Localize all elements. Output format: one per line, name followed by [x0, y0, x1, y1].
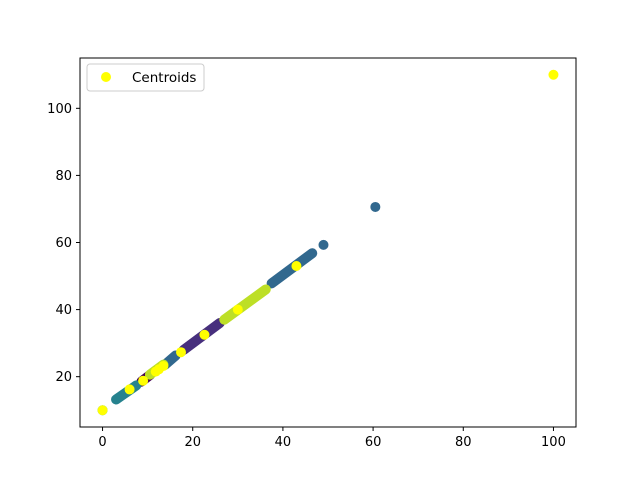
x-tick-label: 60 [365, 435, 382, 450]
centroid-point-7 [199, 329, 210, 340]
legend-marker-centroids [101, 72, 111, 82]
y-tick-label: 100 [47, 102, 72, 117]
y-tick-label: 40 [55, 303, 72, 318]
x-tick-label: 0 [98, 435, 106, 450]
x-axis: 0 20 40 60 80 100 [98, 427, 566, 450]
legend: Centroids [86, 63, 205, 92]
cluster-2-point-0 [318, 239, 329, 250]
plot-points [97, 69, 559, 416]
x-tick-label: 80 [455, 435, 472, 450]
x-tick-label: 100 [541, 435, 566, 450]
x-tick-label: 40 [275, 435, 292, 450]
cluster-2-point-1 [370, 201, 381, 212]
legend-label-centroids: Centroids [132, 70, 196, 86]
centroid-point-1 [124, 384, 135, 395]
legend-box [86, 63, 205, 92]
centroid-point-2 [138, 375, 149, 386]
centroid-point-0 [97, 405, 108, 416]
y-tick-label: 20 [55, 370, 72, 385]
centroid-point-6 [176, 347, 187, 358]
centroid-point-5 [158, 360, 169, 371]
centroid-point-8 [232, 304, 243, 315]
cluster-5-segment-0 [219, 284, 271, 325]
x-tick-label: 20 [184, 435, 201, 450]
centroid-point-10 [548, 69, 559, 80]
cluster-2-segment-1 [266, 248, 318, 289]
centroid-point-9 [291, 260, 302, 271]
y-tick-label: 80 [55, 169, 72, 184]
y-axis: 20 40 60 80 100 [47, 102, 80, 385]
y-tick-label: 60 [55, 236, 72, 251]
